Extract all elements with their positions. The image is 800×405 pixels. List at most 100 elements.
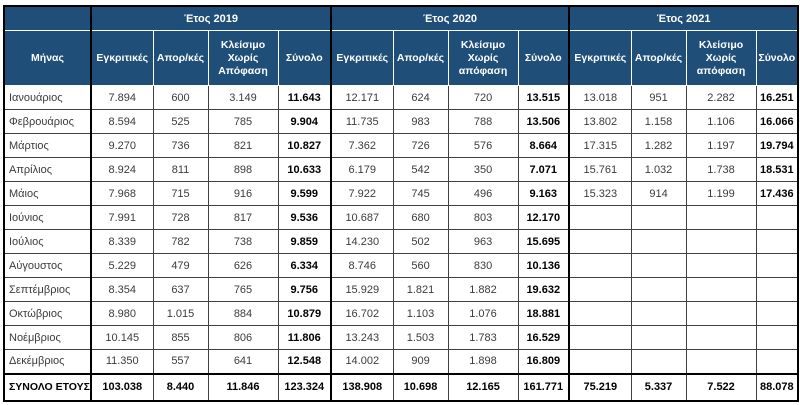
month-cell: Μάιος [3, 181, 92, 206]
month-cell: Νοέμβριος [3, 325, 92, 350]
value-cell: 830 [447, 253, 519, 278]
value-cell: 8.339 [90, 229, 154, 254]
col-header-closed-2020: Κλείσιμο Χωρίς απόφαση [447, 30, 519, 86]
value-cell: 1.783 [447, 325, 519, 350]
total-value-cell: 8.440 [152, 372, 209, 401]
month-row: Απρίλιος 8.924 811 898 10.633 6.179 542 350 7.07… [3, 157, 799, 182]
value-cell [685, 205, 757, 230]
value-cell [630, 349, 687, 374]
value-cell: 765 [207, 277, 279, 302]
year-2020-header: Έτος 2020 [330, 5, 570, 31]
month-row: Ιούλιος 8.339 782 738 9.859 14.230 502 963 15.69… [3, 229, 799, 254]
value-cell: 5.229 [90, 253, 154, 278]
value-cell [630, 205, 687, 230]
value-cell: 7.968 [90, 181, 154, 206]
value-cell: 738 [207, 229, 279, 254]
sum-cell: 18.881 [517, 301, 570, 326]
value-cell [568, 349, 632, 374]
value-cell [630, 229, 687, 254]
col-header-closed-2021: Κλείσιμο Χωρίς απόφαση [685, 30, 757, 86]
value-cell: 914 [630, 181, 687, 206]
sum-cell: 15.695 [517, 229, 570, 254]
value-cell: 542 [392, 157, 449, 182]
sum-cell: 9.599 [277, 181, 332, 206]
value-cell: 624 [392, 85, 449, 110]
month-row: Μάρτιος 9.270 736 821 10.827 7.362 726 576 8.664… [3, 133, 799, 158]
sum-cell: 9.756 [277, 277, 332, 302]
value-cell [568, 205, 632, 230]
total-row-label: ΣΥΝΟΛΟ ΕΤΟΥΣ [3, 372, 92, 401]
sum-cell [755, 325, 799, 350]
value-cell: 16.702 [330, 301, 394, 326]
value-cell: 728 [152, 205, 209, 230]
value-cell: 10.687 [330, 205, 394, 230]
value-cell: 898 [207, 157, 279, 182]
value-cell: 600 [152, 85, 209, 110]
total-value-cell: 12.165 [447, 372, 519, 401]
value-cell: 884 [207, 301, 279, 326]
value-cell: 8.924 [90, 157, 154, 182]
month-row: Αύγουστος 5.229 479 626 6.334 8.746 560 830 10.1… [3, 253, 799, 278]
value-cell: 496 [447, 181, 519, 206]
value-cell: 1.158 [630, 109, 687, 134]
value-cell: 10.145 [90, 325, 154, 350]
sum-cell: 11.643 [277, 85, 332, 110]
value-cell: 1.738 [685, 157, 757, 182]
value-cell: 9.270 [90, 133, 154, 158]
month-cell: Φεβρουάριος [3, 109, 92, 134]
value-cell [568, 301, 632, 326]
yearly-monthly-table: Έτος 2019 Έτος 2020 Έτος 2021 Μήνας Εγκρ… [3, 5, 800, 402]
value-cell: 11.350 [90, 349, 154, 374]
value-cell: 8.980 [90, 301, 154, 326]
year-header-row: Έτος 2019 Έτος 2020 Έτος 2021 [3, 5, 799, 31]
value-cell: 525 [152, 109, 209, 134]
total-value-cell: 75.219 [568, 372, 632, 401]
sum-cell: 17.436 [755, 181, 799, 206]
value-cell: 1.076 [447, 301, 519, 326]
value-cell: 557 [152, 349, 209, 374]
value-cell: 626 [207, 253, 279, 278]
value-cell [685, 253, 757, 278]
value-cell: 811 [152, 157, 209, 182]
month-row: Ιανουάριος 7.894 600 3.149 11.643 12.171 624 72… [3, 85, 799, 110]
sum-cell: 16.809 [517, 349, 570, 374]
month-column-header: Μήνας [3, 30, 92, 86]
corner-cell [3, 5, 92, 31]
col-header-rejected-2019: Απορ/κές [152, 30, 209, 86]
total-value-cell: 5.337 [630, 372, 687, 401]
value-cell: 8.354 [90, 277, 154, 302]
value-cell: 736 [152, 133, 209, 158]
value-cell [630, 325, 687, 350]
value-cell: 745 [392, 181, 449, 206]
value-cell: 15.323 [568, 181, 632, 206]
value-cell [630, 301, 687, 326]
total-value-cell: 7.522 [685, 372, 757, 401]
sum-cell [755, 253, 799, 278]
value-cell: 821 [207, 133, 279, 158]
value-cell [568, 229, 632, 254]
value-cell: 1.015 [152, 301, 209, 326]
value-cell [685, 229, 757, 254]
value-cell: 3.149 [207, 85, 279, 110]
month-row: Φεβρουάριος 8.594 525 785 9.904 11.735 983 788 1… [3, 109, 799, 134]
sum-cell: 6.334 [277, 253, 332, 278]
value-cell: 1.199 [685, 181, 757, 206]
column-header-row: Μήνας Εγκριτικές Απορ/κές Κλείσιμο Χωρίς… [3, 30, 799, 86]
month-cell: Αύγουστος [3, 253, 92, 278]
value-cell: 6.179 [330, 157, 394, 182]
value-cell: 13.243 [330, 325, 394, 350]
sum-cell: 9.859 [277, 229, 332, 254]
value-cell: 680 [392, 205, 449, 230]
sum-cell [755, 229, 799, 254]
month-row: Δεκέμβριος 11.350 557 641 12.548 14.002 909 1.8… [3, 349, 799, 374]
table-body: Ιανουάριος 7.894 600 3.149 11.643 12.171 624 72… [3, 85, 799, 374]
value-cell: 1.503 [392, 325, 449, 350]
value-cell: 785 [207, 109, 279, 134]
value-cell: 2.282 [685, 85, 757, 110]
total-sum-cell: 123.324 [277, 372, 332, 401]
sum-cell: 10.633 [277, 157, 332, 182]
value-cell: 560 [392, 253, 449, 278]
col-header-rejected-2021: Απορ/κές [630, 30, 687, 86]
col-header-approved-2020: Εγκριτικές [330, 30, 394, 86]
value-cell: 715 [152, 181, 209, 206]
